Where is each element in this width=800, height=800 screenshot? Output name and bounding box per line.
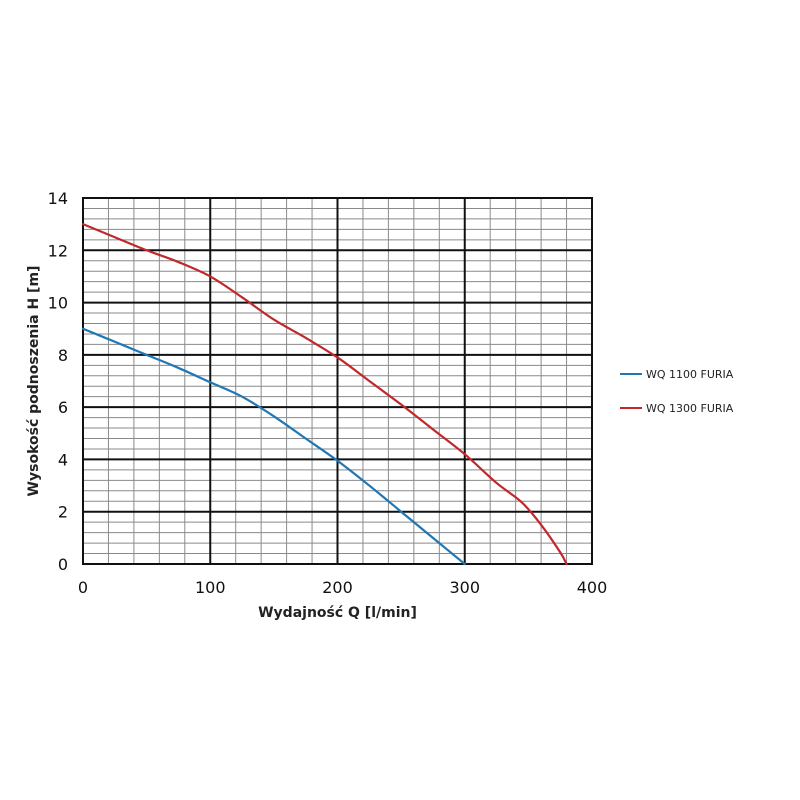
x-tick-label: 400	[577, 578, 608, 597]
x-tick-labels: 0 100 200 300 400	[78, 578, 607, 597]
series-line-1	[81, 223, 568, 566]
y-tick-label: 2	[58, 503, 68, 522]
y-tick-label: 6	[58, 398, 68, 417]
series-layer	[81, 223, 568, 566]
series-line-0	[81, 327, 466, 566]
y-tick-label: 0	[58, 555, 68, 574]
y-tick-label: 12	[48, 241, 68, 260]
legend-label-wq1100: WQ 1100 FURIA	[646, 368, 734, 381]
x-tick-label: 100	[195, 578, 226, 597]
x-axis-title: Wydajność Q [l/min]	[258, 605, 417, 621]
y-tick-label: 4	[58, 450, 68, 469]
y-tick-label: 14	[48, 189, 68, 208]
legend-label-wq1300: WQ 1300 FURIA	[646, 402, 734, 415]
x-tick-label: 300	[449, 578, 480, 597]
y-axis-title: Wysokość podnoszenia H [m]	[26, 266, 42, 497]
y-tick-label: 8	[58, 346, 68, 365]
x-tick-label: 200	[322, 578, 353, 597]
x-tick-label: 0	[78, 578, 88, 597]
y-tick-label: 10	[48, 294, 68, 313]
y-tick-labels: 0 2 4 6 8 10 12 14	[48, 189, 68, 574]
plot-frame	[82, 197, 593, 565]
legend: WQ 1100 FURIA WQ 1300 FURIA	[620, 368, 734, 415]
